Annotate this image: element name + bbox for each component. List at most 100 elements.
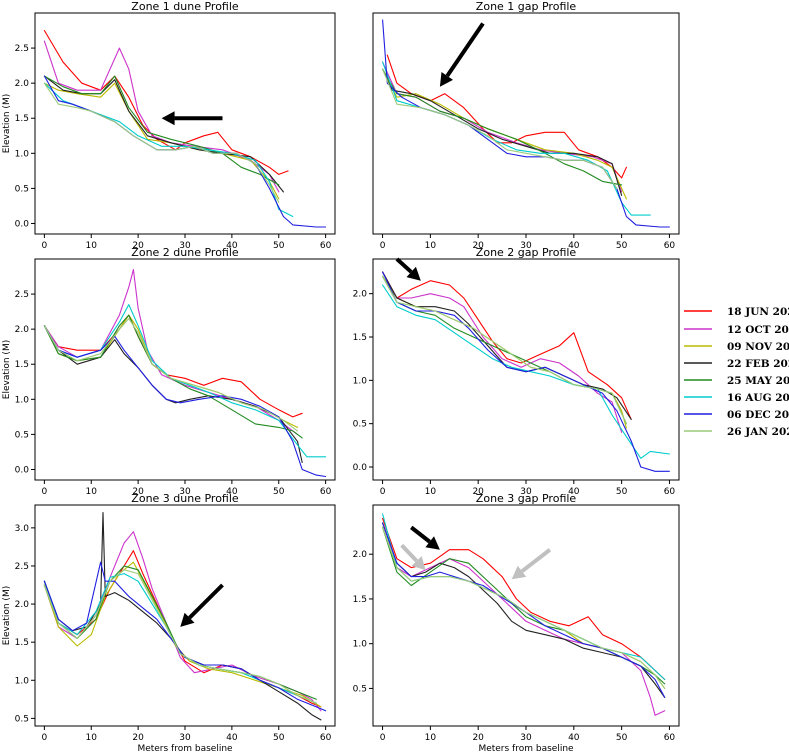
legend: 18 JUN 2020 12 OCT 2020 09 NOV 2020 22 F… xyxy=(684,306,789,438)
panel-2: Zone 1 gap Profile 0 10 20 30 40 50 60 xyxy=(372,0,680,251)
series-line-09-nov-2020 xyxy=(43,82,280,200)
x-tick-label: 30 xyxy=(179,733,191,743)
legend-label-4: 25 MAY 2021 xyxy=(727,375,789,387)
series-line-12-oct-2020 xyxy=(43,40,280,193)
y-tick-label: 1.5 xyxy=(353,333,367,343)
chart-title: Zone 1 gap Profile xyxy=(476,0,577,13)
legend-label-0: 18 JUN 2020 xyxy=(727,306,789,318)
chart-title: Zone 2 gap Profile xyxy=(476,246,577,259)
y-tick-label: 1.5 xyxy=(353,595,367,605)
series-line-16-aug-2021 xyxy=(382,284,670,459)
panel-6: Zone 3 gap Profile 0 10 20 30 40 50 60 0.5 1.0 1.5… xyxy=(353,492,680,754)
series-line-18-jun-2020 xyxy=(382,517,666,681)
x-tick-label: 40 xyxy=(568,487,580,497)
y-tick-label: 2.5 xyxy=(15,562,29,572)
annotation-arrow xyxy=(395,257,421,281)
y-tick-label: 2.0 xyxy=(353,290,368,300)
series-line-06-dec-2021 xyxy=(43,325,327,478)
x-tick-label: 20 xyxy=(132,241,144,251)
arrow-head xyxy=(161,111,175,126)
chart-title: Zone 3 dune Profile xyxy=(131,492,239,505)
series-line-12-oct-2020 xyxy=(382,526,666,716)
arrow-head xyxy=(180,612,195,627)
plot-frame xyxy=(372,258,680,481)
y-axis-label: Elevation (M) xyxy=(2,586,12,645)
x-tick-label: 60 xyxy=(664,733,676,743)
legend-label-3: 22 FEB 2021 xyxy=(727,358,789,370)
x-axis-label: Meters from baseline xyxy=(137,744,233,754)
legend-label-6: 06 DEC 2021 xyxy=(727,409,789,421)
panel-4: Zone 2 gap Profile 0 10 20 30 40 50 60 0.0 0.5 1.0… xyxy=(353,246,680,497)
series-line-26-jan-2022 xyxy=(43,82,280,203)
y-tick-label: 1.0 xyxy=(353,640,368,650)
y-tick-label: 2.5 xyxy=(15,44,29,54)
plot-frame xyxy=(34,258,336,481)
y-tick-label: 1.0 xyxy=(15,395,30,405)
x-tick-label: 60 xyxy=(664,487,676,497)
y-tick-label: 0.0 xyxy=(353,463,368,473)
x-tick-label: 50 xyxy=(273,487,285,497)
y-tick-label: 0.5 xyxy=(15,184,29,194)
x-tick-label: 10 xyxy=(425,487,437,497)
x-tick-label: 0 xyxy=(380,241,386,251)
series-group xyxy=(382,271,670,472)
chart-title: Zone 2 dune Profile xyxy=(131,246,239,259)
series-group xyxy=(43,512,327,721)
series-line-25-may-2021 xyxy=(382,68,623,186)
y-axis-label: Elevation (M) xyxy=(2,340,12,399)
x-tick-label: 0 xyxy=(380,733,386,743)
arrow-shaft xyxy=(400,543,419,563)
x-tick-label: 10 xyxy=(425,241,437,251)
arrow-head xyxy=(411,556,426,571)
y-tick-label: 3.0 xyxy=(15,524,30,534)
series-group xyxy=(43,29,327,228)
series-line-06-dec-2021 xyxy=(43,561,327,712)
legend-label-5: 16 AUG 2021 xyxy=(727,392,789,404)
panel-5: Zone 3 dune Profile 0 10 20 30 40 50 60 0.5 1.0 1.… xyxy=(2,492,336,754)
x-tick-label: 30 xyxy=(179,241,191,251)
x-tick-label: 60 xyxy=(320,733,332,743)
y-tick-label: 0.5 xyxy=(353,684,367,694)
y-tick-label: 1.0 xyxy=(15,676,30,686)
arrow-shaft xyxy=(520,548,552,573)
x-tick-label: 10 xyxy=(86,241,98,251)
x-tick-label: 30 xyxy=(520,241,532,251)
series-line-06-dec-2021 xyxy=(382,271,670,472)
panel-1: Zone 1 dune Profile 0 10 20 30 40 50 60 0.0 0.5 1.… xyxy=(2,0,336,251)
y-tick-label: 1.5 xyxy=(15,638,29,648)
x-tick-label: 0 xyxy=(42,241,48,251)
arrow-shaft xyxy=(445,22,485,78)
x-tick-label: 50 xyxy=(616,241,628,251)
series-group xyxy=(43,268,327,478)
y-tick-label: 0.0 xyxy=(15,465,30,475)
plot-frame xyxy=(34,12,336,235)
series-line-26-jan-2022 xyxy=(382,68,618,189)
y-axis-label: Elevation (M) xyxy=(2,94,12,153)
y-tick-label: 1.0 xyxy=(15,149,30,159)
series-line-22-feb-2021 xyxy=(382,68,623,196)
x-tick-label: 20 xyxy=(472,733,484,743)
x-axis-label: Meters from baseline xyxy=(478,744,574,754)
x-tick-label: 0 xyxy=(380,487,386,497)
series-line-18-jun-2020 xyxy=(382,271,632,420)
y-tick-label: 0.5 xyxy=(353,420,367,430)
annotation-arrow xyxy=(400,543,426,571)
y-tick-label: 2.0 xyxy=(15,79,30,89)
y-tick-label: 2.0 xyxy=(15,325,30,335)
arrow-head xyxy=(511,565,527,580)
x-tick-label: 30 xyxy=(520,487,532,497)
series-line-26-jan-2022 xyxy=(43,318,299,432)
x-tick-label: 20 xyxy=(132,733,144,743)
x-tick-label: 50 xyxy=(616,487,628,497)
y-tick-label: 2.0 xyxy=(353,550,368,560)
x-tick-label: 60 xyxy=(320,241,332,251)
y-tick-label: 2.0 xyxy=(15,600,30,610)
x-tick-label: 50 xyxy=(616,733,628,743)
plot-frame xyxy=(372,12,680,235)
x-tick-label: 20 xyxy=(472,241,484,251)
series-line-06-dec-2021 xyxy=(382,19,670,228)
y-tick-label: 0.5 xyxy=(15,714,29,724)
x-tick-label: 40 xyxy=(226,487,238,497)
